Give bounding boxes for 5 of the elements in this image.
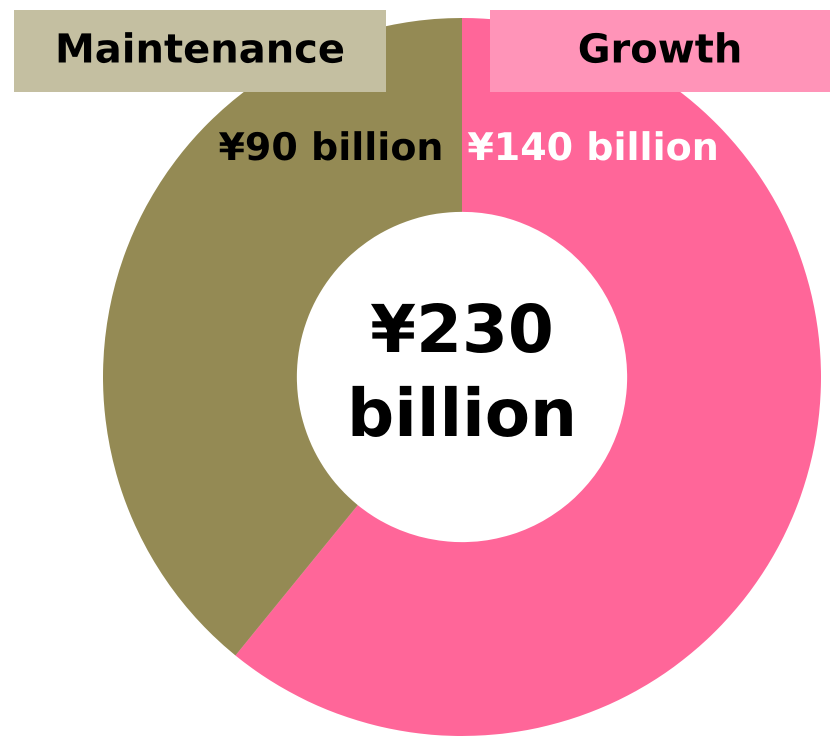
data-label: ¥90 billion	[218, 124, 444, 169]
text: ¥230 billion	[346, 291, 578, 452]
slice-label: Growth	[578, 26, 742, 72]
slice-label: Maintenance	[54, 26, 346, 72]
data-label: ¥140 billion	[467, 124, 719, 169]
